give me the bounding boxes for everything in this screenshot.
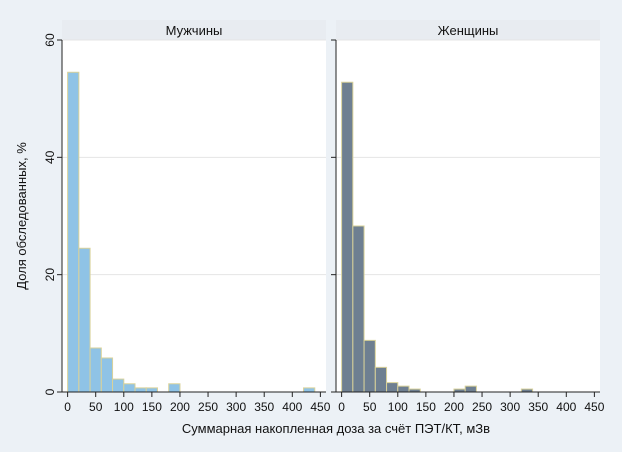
bar: [78, 247, 91, 393]
panel-title: Мужчины: [166, 23, 223, 38]
x-tick-label: 400: [556, 400, 576, 414]
y-tick-label: 60: [43, 33, 57, 47]
x-tick-label: 250: [472, 400, 492, 414]
x-tick-label: 300: [500, 400, 520, 414]
x-tick-label: 250: [198, 400, 218, 414]
x-tick-label: 50: [363, 400, 377, 414]
bar: [89, 347, 102, 393]
x-tick-label: 450: [584, 400, 604, 414]
x-tick-label: 150: [416, 400, 436, 414]
panel-title: Женщины: [438, 23, 499, 38]
x-tick-label: 0: [64, 400, 71, 414]
panel-1: Мужчины 0 50 100 150 200 250 300 350 400 450 0 20 40 6…: [43, 20, 331, 414]
x-tick-label: 350: [528, 400, 548, 414]
bar: [464, 385, 477, 393]
bar: [112, 378, 125, 393]
x-tick-label: 300: [226, 400, 246, 414]
x-tick-label: 200: [444, 400, 464, 414]
bar: [123, 383, 136, 393]
bar: [145, 387, 158, 393]
x-tick-label: 0: [338, 400, 345, 414]
y-tick-label: 20: [43, 268, 57, 282]
bar: [134, 387, 147, 393]
bar: [341, 81, 354, 393]
x-axis-label: Суммарная накопленная доза за счёт ПЭТ/К…: [182, 421, 490, 436]
x-tick-label: 200: [170, 400, 190, 414]
bar: [352, 225, 365, 393]
bar: [363, 339, 376, 393]
bar: [100, 357, 114, 393]
x-tick-label: 50: [89, 400, 103, 414]
x-tick-label: 100: [114, 400, 134, 414]
bar: [374, 366, 388, 393]
bar: [303, 387, 316, 393]
bar: [168, 383, 181, 393]
panel-2: Женщины 0 50 100 150 200 250 300 350 400 450: [331, 20, 605, 414]
panels: Мужчины 0 50 100 150 200 250 300 350 400 450 0 20 40 6…: [43, 20, 605, 414]
x-tick-label: 100: [388, 400, 408, 414]
x-tick-label: 350: [254, 400, 274, 414]
y-axis-label: Доля обследованных, %: [14, 142, 29, 290]
y-tick-label: 40: [43, 150, 57, 164]
bar: [386, 382, 399, 393]
y-tick-label: 0: [43, 388, 57, 395]
plot-area: [62, 40, 326, 392]
plot-area: [336, 40, 600, 392]
bar: [67, 71, 80, 393]
panel-strip: [336, 20, 600, 40]
x-tick-label: 150: [142, 400, 162, 414]
x-tick-label: 400: [282, 400, 302, 414]
x-tick-label: 450: [310, 400, 330, 414]
panel-strip: [62, 20, 326, 40]
bar: [397, 385, 410, 393]
